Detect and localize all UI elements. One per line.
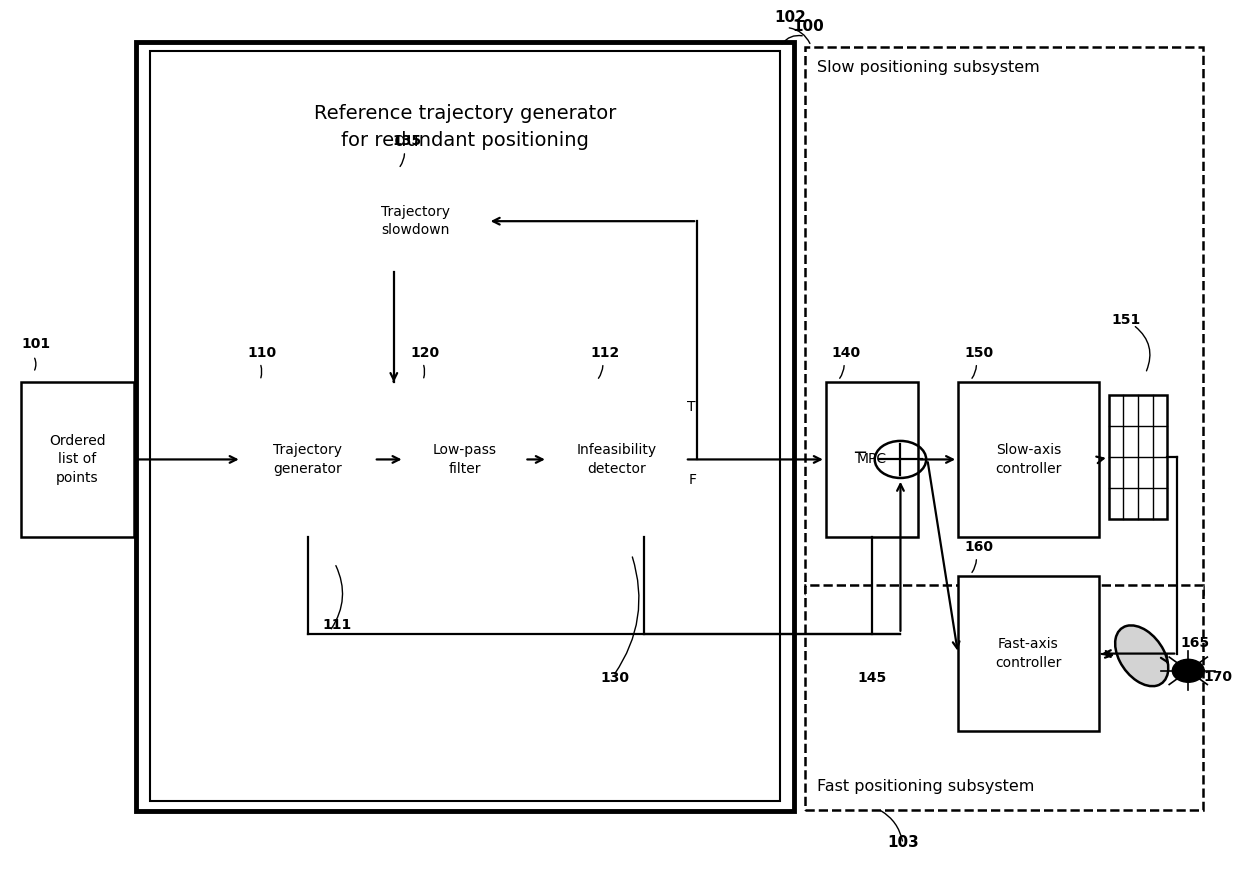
Bar [548,382,684,536]
Text: Trajectory
generator: Trajectory generator [273,443,342,476]
Bar [343,170,487,272]
Text: 102: 102 [774,10,806,25]
Bar [959,382,1099,536]
Text: 101: 101 [21,337,51,352]
Text: 145: 145 [857,671,887,686]
Ellipse shape [1115,625,1168,686]
Bar [805,47,1203,594]
Bar [21,382,134,536]
Text: 130: 130 [601,671,630,686]
Bar [150,52,780,801]
Circle shape [1172,659,1204,682]
Text: 151: 151 [1111,313,1141,328]
Text: 110: 110 [248,346,277,361]
Bar [826,382,918,536]
Text: F: F [688,473,697,488]
Text: 103: 103 [887,835,919,850]
Text: Reference trajectory generator
for redundant positioning: Reference trajectory generator for redun… [314,104,616,150]
Bar [242,382,373,536]
Text: −: − [852,444,868,463]
Text: Infeasibility
detector: Infeasibility detector [577,443,656,476]
Bar [959,576,1099,731]
Text: 150: 150 [965,346,993,361]
Text: Fast-axis
controller: Fast-axis controller [996,638,1061,670]
Text: Trajectory
slowdown: Trajectory slowdown [381,205,450,237]
Text: Ordered
list of
points: Ordered list of points [50,434,105,485]
Bar [136,42,794,811]
Text: Low-pass
filter: Low-pass filter [433,443,496,476]
Text: 170: 170 [1203,670,1233,684]
Text: Fast positioning subsystem: Fast positioning subsystem [817,780,1034,795]
Text: 120: 120 [410,346,440,361]
Text: Slow positioning subsystem: Slow positioning subsystem [817,60,1040,75]
Bar [404,382,525,536]
Bar [805,585,1203,810]
Text: T: T [687,400,696,414]
Text: 135: 135 [392,134,422,148]
Text: Slow-axis
controller: Slow-axis controller [996,443,1061,476]
Text: 111: 111 [322,618,352,632]
Text: MPC: MPC [857,453,887,466]
Text: 100: 100 [792,19,825,34]
Bar [1109,395,1167,519]
Text: 112: 112 [590,346,620,361]
Text: 160: 160 [965,540,993,554]
Text: 165: 165 [1180,636,1210,649]
Text: 140: 140 [832,346,861,361]
